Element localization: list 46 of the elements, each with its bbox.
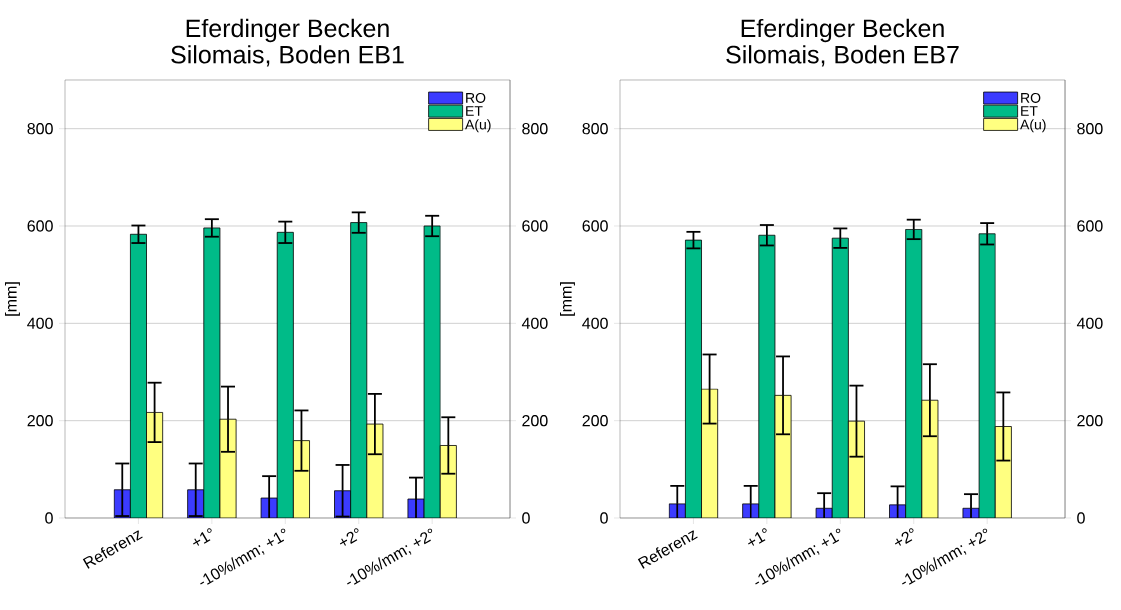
y-tick-label: 200 (582, 415, 608, 427)
y2-tick-label: 800 (522, 123, 548, 135)
bar (366, 423, 384, 518)
y-tick-label: 800 (27, 123, 53, 135)
y-tick-label: 200 (27, 415, 53, 427)
y-tick-label: 0 (45, 512, 53, 524)
y-tick-label: 0 (600, 512, 608, 524)
legend-label: RO (1021, 92, 1041, 103)
y-tick-label: 800 (582, 123, 608, 135)
bar (774, 394, 792, 518)
bar (921, 399, 939, 518)
x-tick-label: +1° (193, 528, 212, 546)
bar (847, 420, 865, 518)
y-axis-title: [mm] (4, 282, 20, 316)
legend-label: ET (466, 106, 483, 116)
y2-tick-label: 800 (1077, 123, 1103, 135)
chart-title: Eferdinger Becken (741, 18, 944, 43)
bar (701, 388, 719, 518)
y2-tick-label: 600 (522, 220, 548, 232)
chart-subtitle: Silomais, Boden EB1 (171, 45, 404, 67)
y2-tick-label: 400 (1076, 317, 1103, 329)
bar (146, 411, 164, 518)
y2-tick-label: 400 (521, 317, 548, 329)
legend-label: RO (466, 92, 486, 103)
x-tick-label: +2° (339, 528, 359, 546)
bar (292, 440, 310, 518)
y-tick-label: 600 (582, 220, 608, 232)
legend-label: A(u) (465, 119, 491, 133)
y-tick-label: 400 (27, 317, 53, 329)
y-tick-label: 600 (27, 220, 53, 232)
y-axis-title: [mm] (560, 282, 575, 316)
chart-subtitle: Silomais, Boden EB7 (726, 45, 959, 67)
y2-tick-label: 0 (1077, 512, 1085, 524)
legend-label: ET (1021, 106, 1038, 116)
bar (439, 445, 457, 518)
y2-tick-label: 200 (1077, 415, 1103, 427)
bar (219, 418, 237, 518)
bar (994, 426, 1012, 518)
x-tick-label: +2° (894, 528, 914, 546)
y2-tick-label: 600 (1077, 220, 1103, 232)
x-tick-label: +1° (748, 528, 767, 546)
legend-label: A(u) (1020, 119, 1046, 133)
y2-tick-label: 0 (522, 512, 530, 524)
y-tick-label: 400 (582, 317, 608, 329)
y2-tick-label: 200 (522, 415, 548, 427)
chart-title: Eferdinger Becken (186, 18, 389, 43)
